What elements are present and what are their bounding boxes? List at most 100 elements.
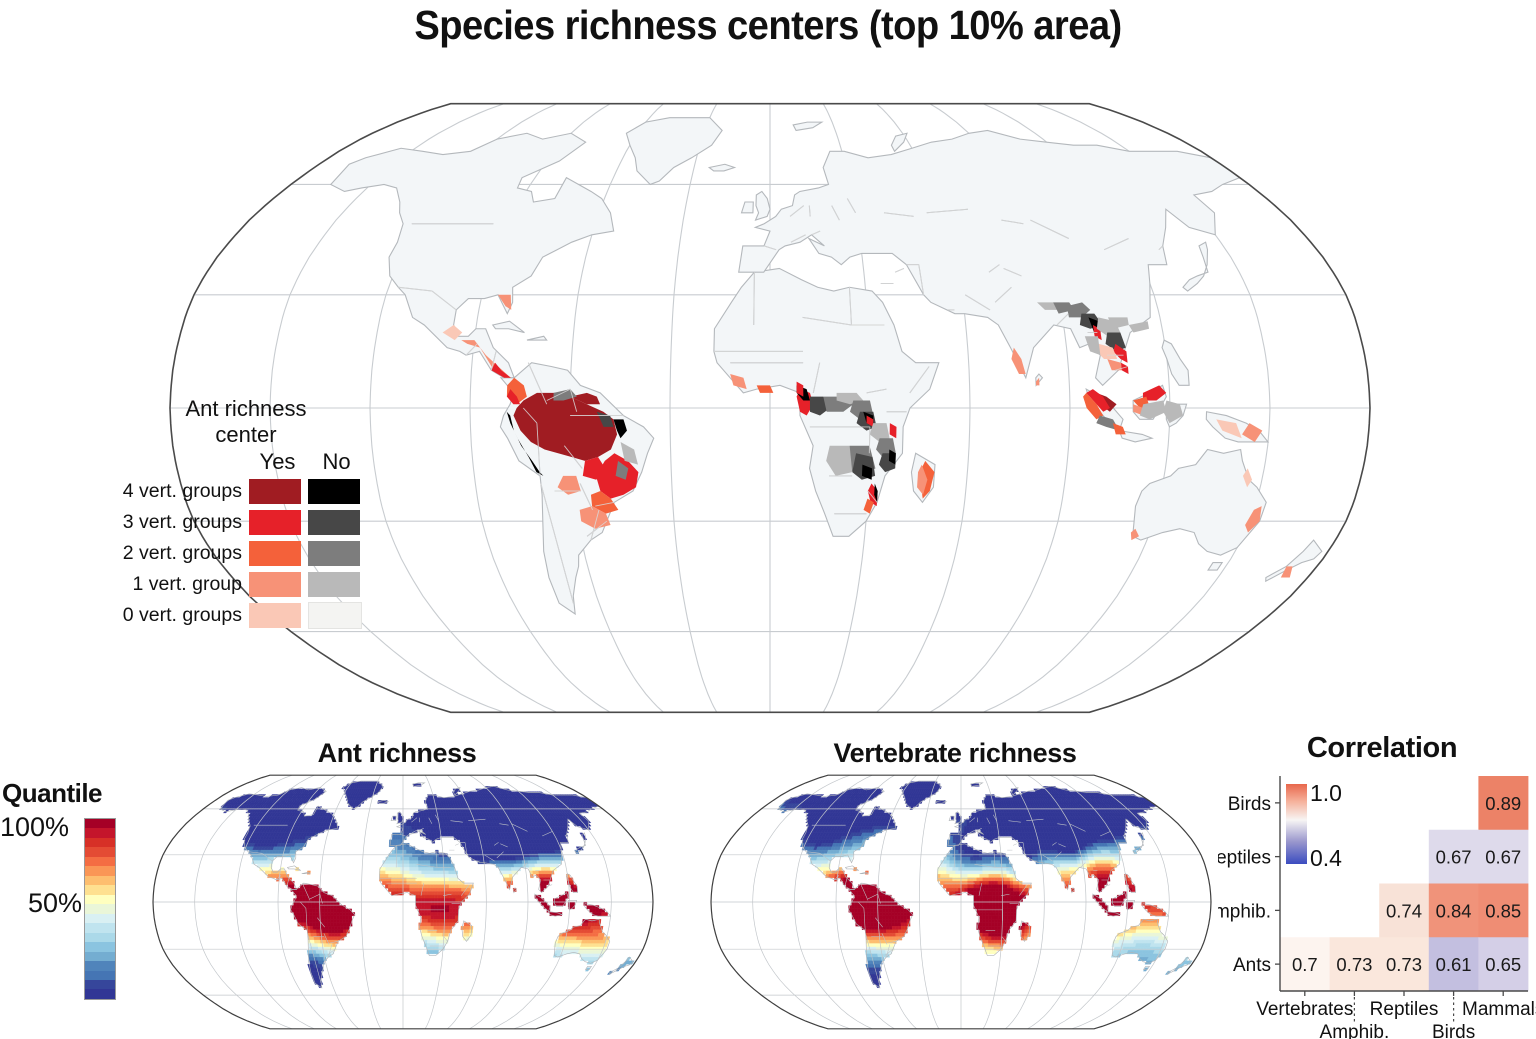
correlation-colorbar <box>1286 784 1307 864</box>
ant-richness-panel: Ant richness <box>132 738 662 1038</box>
quantile-colorbar-segment <box>85 970 115 980</box>
legend-column-headers: Yes No <box>248 449 370 475</box>
correlation-cell <box>1478 937 1529 992</box>
quantile-colorbar-segment <box>85 923 115 933</box>
correlation-cell-value: 0.73 <box>1336 954 1372 975</box>
quantile-colorbar-segment <box>85 875 115 886</box>
richness-center-patch <box>613 419 627 439</box>
quantile-colorbar-segment <box>85 904 115 914</box>
correlation-cell-value: 0.85 <box>1485 900 1521 921</box>
correlation-cell-value: 0.84 <box>1436 900 1472 921</box>
correlation-cell <box>1478 776 1529 831</box>
legend-row: 1 vert. group <box>120 570 370 599</box>
legend-swatch-yes <box>249 603 301 628</box>
richness-center-patch <box>869 423 890 442</box>
landmass-java <box>1118 429 1154 443</box>
legend-swatch-yes <box>249 510 301 535</box>
richness-center-patch <box>1120 362 1129 375</box>
legend-swatch-no <box>308 602 362 629</box>
legend-row: 4 vert. groups <box>120 477 370 506</box>
richness-center-patch <box>1242 423 1263 442</box>
richness-center-patch <box>730 374 747 390</box>
landmass-namerica <box>329 132 615 379</box>
vertebrate-richness-map-content <box>711 775 1211 1029</box>
correlation-cell <box>1280 937 1330 992</box>
richness-center-patch <box>1083 392 1104 420</box>
richness-center-patch <box>826 445 853 476</box>
quantile-colorbar-segment <box>85 847 115 857</box>
richness-center-patch <box>917 464 928 495</box>
correlation-row-label: Amphib. <box>1218 901 1271 922</box>
quantile-colorbar-segment <box>85 932 115 943</box>
richness-center-patch <box>1053 302 1075 314</box>
landmass-svalbard <box>792 121 824 132</box>
quantile-colorbar-segment <box>85 828 115 838</box>
richness-center-patch <box>874 483 878 503</box>
richness-center-patch <box>498 294 512 310</box>
vertebrate-richness-title: Vertebrate richness <box>833 738 1077 768</box>
landmass-britain <box>754 190 771 221</box>
correlation-cell <box>1379 883 1430 938</box>
correlation-row-label: Reptiles <box>1218 848 1271 869</box>
correlation-colorbar-max: 1.0 <box>1310 780 1342 806</box>
quantile-colorbar-segment <box>85 961 115 971</box>
quantile-colorbar-segment <box>85 989 115 999</box>
richness-center-patch <box>1107 358 1122 371</box>
correlation-cell-value: 0.65 <box>1485 954 1521 975</box>
quantile-colorbar-segment <box>85 913 115 924</box>
richness-center-patch <box>1216 419 1242 439</box>
landmass-japan <box>1182 241 1209 292</box>
legend-row-label: 4 vert. groups <box>122 480 242 502</box>
richness-center-patch <box>1139 400 1167 420</box>
legend-swatch-yes <box>249 541 301 566</box>
landmass-australia <box>1132 448 1267 556</box>
quantile-legend: Quantile 100% 50% <box>0 778 130 1008</box>
correlation-title: Correlation <box>1306 732 1458 764</box>
richness-center-patch <box>1084 336 1101 356</box>
legend-swatch-no <box>308 479 360 504</box>
richness-center-patch <box>888 449 896 465</box>
landmass-greenland <box>625 117 723 186</box>
correlation-cell-value: 0.89 <box>1485 793 1521 814</box>
richness-center-patch <box>861 464 873 480</box>
richness-center-patch <box>1280 566 1293 578</box>
legend-swatch-no <box>308 510 360 535</box>
richness-center-patch <box>756 385 774 393</box>
quantile-colorbar-segment <box>85 819 115 829</box>
vertebrate-richness-panel: Vertebrate richness <box>690 738 1220 1038</box>
main-map-svg <box>169 102 1371 714</box>
legend-row-label: 0 vert. groups <box>122 604 242 626</box>
richness-center-patch <box>1096 415 1120 431</box>
quantile-label-100: 100% <box>0 812 70 842</box>
quantile-colorbar-segment <box>85 885 115 895</box>
legend-row-label: 2 vert. groups <box>122 542 242 564</box>
correlation-colorbar-min: 0.4 <box>1310 845 1342 871</box>
ant-richness-center-legend: Ant richness center Yes No 4 vert. group… <box>120 396 370 630</box>
landmass-newzealand <box>1265 539 1323 583</box>
correlation-col-label: Amphib. <box>1320 1022 1390 1039</box>
quantile-colorbar-segment <box>85 942 115 952</box>
legend-swatch-yes <box>249 479 301 504</box>
legend-row: 0 vert. groups <box>120 601 370 630</box>
richness-center-patch <box>513 392 618 461</box>
richness-center-patch <box>620 441 638 465</box>
landmass-hispaniola <box>526 335 548 341</box>
landmass-tasmania <box>1207 562 1224 571</box>
landmass-iceland <box>707 163 737 172</box>
legend-row: 3 vert. groups <box>120 508 370 537</box>
correlation-cell-value: 0.67 <box>1436 847 1472 868</box>
richness-center-patch <box>570 392 601 405</box>
correlation-cell <box>1428 937 1479 992</box>
richness-center-patch <box>1245 506 1262 533</box>
legend-row: 2 vert. groups <box>120 539 370 568</box>
correlation-cell-value: 0.67 <box>1485 847 1521 868</box>
ant-richness-map-content <box>153 775 653 1029</box>
correlation-cell <box>1329 937 1380 992</box>
ant-richness-title: Ant richness <box>317 738 477 768</box>
richness-center-patch <box>557 475 581 495</box>
quantile-colorbar-segment <box>85 837 115 848</box>
richness-center-patch <box>442 324 463 341</box>
correlation-cell <box>1428 829 1479 884</box>
ant-richness-map <box>152 774 654 1030</box>
legend-row-label: 1 vert. group <box>132 573 242 595</box>
